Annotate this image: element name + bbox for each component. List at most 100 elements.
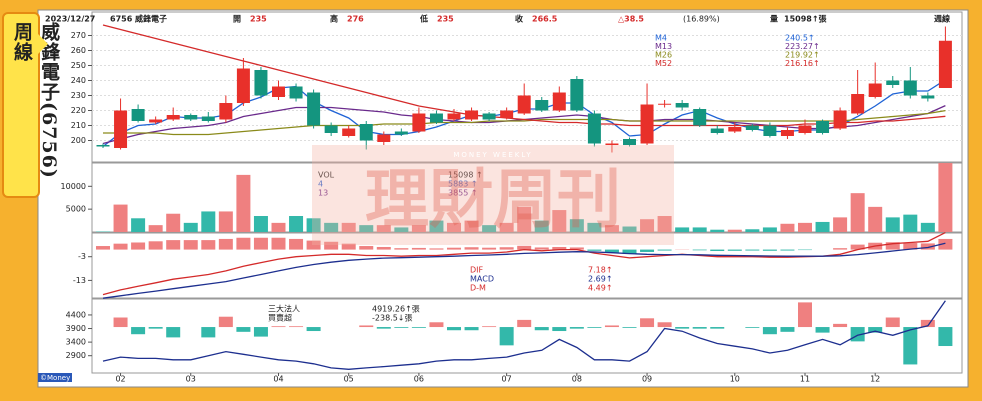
volume-bar bbox=[569, 219, 584, 232]
net-bar bbox=[604, 325, 619, 328]
net-bar bbox=[376, 327, 391, 329]
volume-bar bbox=[183, 222, 198, 232]
y-tick-label: 240 bbox=[71, 76, 86, 85]
net-bar bbox=[798, 302, 812, 328]
y-tick-label: 10000 bbox=[61, 182, 86, 191]
net-bar bbox=[201, 327, 216, 338]
watermark: 理財周刊 bbox=[365, 163, 621, 238]
legend-value: 4.49↑ bbox=[588, 284, 613, 293]
candle-body bbox=[816, 121, 830, 133]
plot-layer: 2023/12/27 6756 威鋒電子 開 235 高 276 低 235 收 266.5 △38… bbox=[45, 14, 962, 384]
macd-bar bbox=[499, 247, 514, 250]
candle-body bbox=[465, 110, 479, 120]
macd-bar bbox=[657, 249, 672, 251]
macd-bar bbox=[376, 246, 391, 250]
volume-bar bbox=[710, 229, 725, 232]
net-bar bbox=[622, 327, 637, 328]
volume-bar bbox=[482, 225, 497, 232]
x-tick-label: 08 bbox=[572, 375, 582, 384]
volume-bar bbox=[324, 222, 339, 232]
macd-bar bbox=[166, 240, 181, 250]
macd-bar bbox=[148, 241, 163, 250]
net-bar bbox=[113, 317, 128, 328]
net-bar bbox=[218, 316, 233, 328]
x-tick-label: 09 bbox=[642, 375, 652, 384]
volume-bar bbox=[201, 211, 216, 232]
header-label: 開 bbox=[233, 15, 241, 24]
header-value: 276 bbox=[347, 15, 364, 24]
net-bar bbox=[148, 327, 163, 329]
macd-bar bbox=[587, 249, 602, 251]
volume-bar bbox=[780, 223, 795, 232]
macd-bar bbox=[464, 247, 479, 250]
header-label: 收 bbox=[515, 14, 523, 24]
candle-body bbox=[535, 100, 549, 111]
watermark-sub: MONEY WEEKLY bbox=[453, 151, 532, 159]
candle-body bbox=[96, 145, 110, 147]
candle-body bbox=[833, 110, 847, 129]
chart-frame bbox=[37, 9, 969, 388]
net-bar bbox=[482, 326, 497, 328]
x-tick-label: 07 bbox=[502, 375, 512, 384]
legend-name: 三大法人 bbox=[268, 304, 300, 314]
x-tick-label: 04 bbox=[273, 375, 283, 384]
y-tick-label: 2900 bbox=[66, 351, 86, 360]
candle-body bbox=[693, 109, 707, 126]
volume-bar bbox=[341, 222, 356, 232]
macd-bar bbox=[850, 244, 865, 250]
legend-name: M52 bbox=[655, 59, 672, 68]
macd-bar bbox=[359, 246, 374, 250]
net-bar bbox=[920, 319, 935, 328]
y-tick-label: 250 bbox=[71, 61, 86, 70]
macd-bar bbox=[341, 243, 356, 250]
macd-bar bbox=[762, 249, 777, 251]
institutional-panel bbox=[91, 298, 963, 374]
net-bar bbox=[359, 325, 374, 328]
candle-body bbox=[359, 124, 373, 141]
net-bar bbox=[166, 327, 181, 338]
candle-body bbox=[184, 115, 198, 120]
watermark-box bbox=[312, 145, 674, 245]
macd-bar bbox=[253, 237, 268, 250]
volume-bar bbox=[447, 222, 461, 232]
tab-pointer bbox=[38, 34, 48, 54]
y-tick-label: 270 bbox=[71, 31, 86, 40]
candle-body bbox=[254, 70, 268, 96]
volume-bar bbox=[218, 211, 233, 232]
candle-body bbox=[201, 116, 215, 121]
candle-body bbox=[640, 104, 654, 144]
y-tick-label: 200 bbox=[71, 136, 86, 145]
net-bar bbox=[815, 327, 830, 333]
net-bar bbox=[411, 327, 426, 328]
header-period: 週線 bbox=[934, 14, 950, 24]
volume-bar bbox=[762, 227, 777, 232]
macd-bar bbox=[113, 243, 128, 250]
header-value: 235 bbox=[437, 15, 454, 24]
candle-body bbox=[745, 125, 759, 130]
volume-bar bbox=[289, 216, 304, 232]
candle-body bbox=[114, 110, 128, 148]
candle-body bbox=[500, 110, 514, 118]
volume-bar bbox=[675, 227, 690, 232]
legend-name: M4 bbox=[655, 34, 667, 43]
macd-bar bbox=[710, 249, 725, 252]
net-bar bbox=[534, 327, 549, 331]
volume-bar bbox=[429, 220, 444, 232]
y-tick-label: 4400 bbox=[66, 310, 86, 319]
macd-bar bbox=[218, 238, 233, 250]
macd-bar bbox=[517, 245, 532, 250]
header-pct: (16.89%) bbox=[683, 15, 720, 24]
x-tick-label: 05 bbox=[344, 375, 354, 384]
net-bar bbox=[868, 327, 883, 333]
x-tick-label: 11 bbox=[800, 375, 810, 384]
candle-body bbox=[394, 131, 408, 135]
volume-bar bbox=[464, 220, 479, 232]
volume-bar bbox=[903, 214, 918, 232]
legend-value: 15098 ↑ bbox=[448, 171, 483, 180]
macd-bar bbox=[183, 240, 198, 250]
macd-panel bbox=[91, 232, 963, 299]
net-bar bbox=[587, 327, 602, 328]
net-bar bbox=[464, 327, 479, 331]
volume-bar bbox=[517, 206, 532, 232]
volume-bar bbox=[640, 219, 655, 232]
